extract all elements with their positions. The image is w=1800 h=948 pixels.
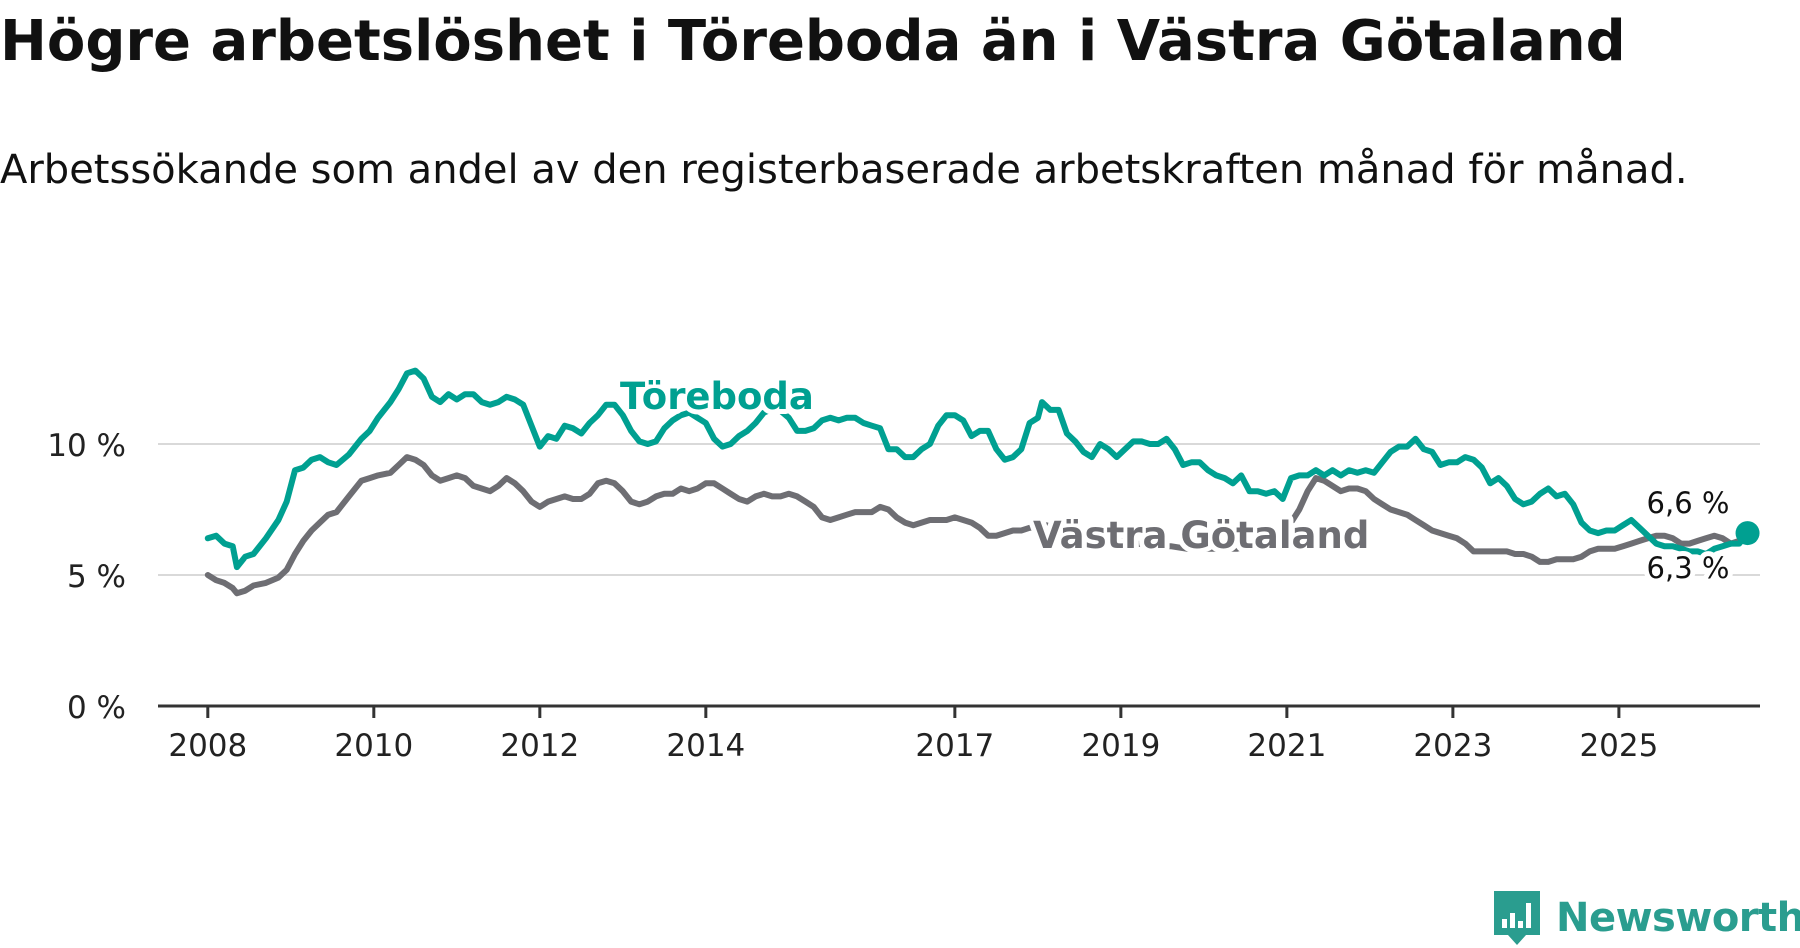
end-label-vastra-gotaland: 6,3 %6,3 % [1642, 546, 1735, 590]
y-tick-label: 5 % [67, 559, 126, 595]
series-lines [204, 367, 1760, 597]
series-line-toreboda [204, 367, 1751, 571]
x-tick-label: 2014 [666, 728, 745, 764]
end-label-toreboda-text: 6,6 % [1647, 486, 1730, 520]
brand-name: Newsworthy [1556, 895, 1800, 941]
x-axis-tick-labels: 2008 2010 2012 2014 2017 2019 2021 2023 2025 [168, 728, 1658, 764]
x-tick-label: 2008 [168, 728, 247, 764]
x-tick-label: 2021 [1247, 728, 1326, 764]
y-tick-label: 10 % [47, 428, 126, 464]
newsworthy-icon [1494, 891, 1540, 945]
end-label-toreboda-halo: 6,6 % [1647, 486, 1730, 520]
series-label-toreboda-halo: Töreboda [620, 375, 814, 418]
toreboda-end-marker [1735, 521, 1760, 546]
grid-lines [158, 443, 1760, 576]
series-label-toreboda-text: Töreboda [620, 375, 814, 418]
x-tick-label: 2019 [1081, 728, 1160, 764]
x-tick-label: 2025 [1579, 728, 1658, 764]
end-label-vastra-gotaland-halo: 6,3 % [1647, 551, 1730, 585]
series-label-vastra-gotaland-text: Västra Götaland [1033, 514, 1369, 557]
y-tick-label: 0 % [67, 690, 126, 726]
x-axis [158, 704, 1760, 718]
newsworthy-logo[interactable]: Newsworthy [1492, 888, 1800, 948]
series-label-vastra-gotaland-halo: Västra Götaland [1033, 514, 1369, 557]
x-tick-label: 2012 [500, 728, 579, 764]
series-line-vastra-gotaland [204, 454, 1751, 597]
x-tick-label: 2010 [334, 728, 413, 764]
end-label-vastra-gotaland-text: 6,3 % [1647, 551, 1730, 585]
x-tick-label: 2017 [915, 728, 994, 764]
end-label-toreboda: 6,6 %6,6 % [1642, 481, 1735, 525]
chart-title: Högre arbetslöshet i Töreboda än i Västr… [0, 9, 1626, 74]
y-axis-tick-labels: 0 % 5 % 10 % [47, 428, 126, 726]
chart-subtitle: Arbetssökande som andel av den registerb… [0, 147, 1688, 193]
x-tick-label: 2023 [1413, 728, 1492, 764]
